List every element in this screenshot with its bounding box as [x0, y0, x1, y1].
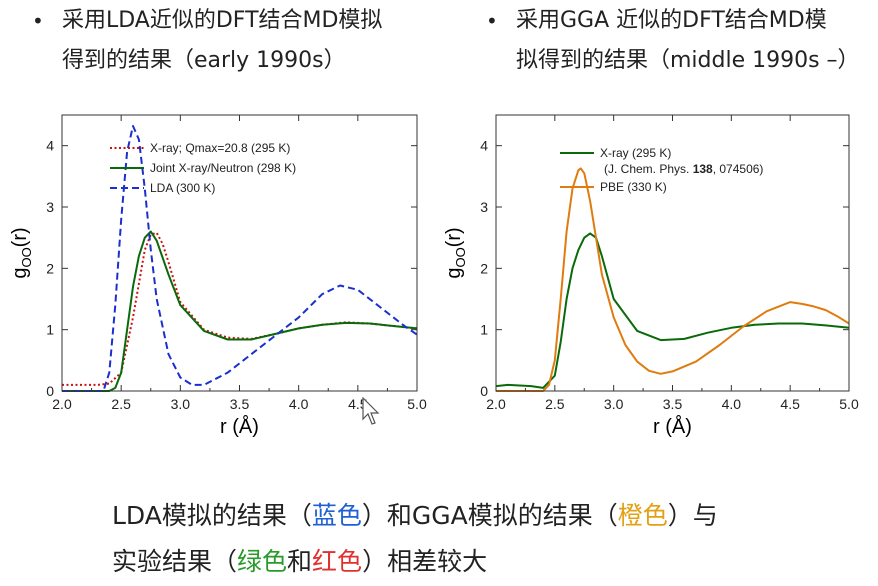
y-tick-label: 1 [480, 322, 488, 338]
y-axis-label-sub: OO [19, 247, 34, 267]
chart-panel-lda: 2.0 2.5 3.0 3.5 4.0 4.5 5.0 0 1 2 3 4 X-ray; Qmax=2… [0, 100, 430, 460]
series-line-0 [62, 231, 418, 386]
legend-note-prefix: (J. Chem. Phys. [604, 162, 693, 176]
bullet-right-line1: 采用GGA 近似的DFT结合MD模 [516, 8, 827, 33]
x-axis-label: r (Å) [220, 415, 259, 438]
plot-frame [495, 114, 850, 392]
caption-red-word: 红色 [312, 547, 363, 576]
legend-label-1: Joint X-ray/Neutron (298 K) [150, 161, 296, 175]
legend-label-0: X-ray (295 K) [600, 146, 671, 160]
x-axis-label: r (Å) [653, 415, 692, 438]
bullet-dot: • [486, 9, 498, 33]
y-axis-label-tail: (r) [443, 227, 465, 247]
caption-blue-word: 蓝色 [311, 501, 362, 530]
x-tick-label: 3.5 [663, 396, 683, 412]
x-tick-label: 3.5 [230, 396, 250, 412]
x-tick-label: 2.5 [545, 396, 565, 412]
y-tick-label: 3 [46, 199, 54, 215]
caption-text: LDA模拟的结果（ [112, 501, 312, 530]
x-tick-label: 2.0 [52, 396, 72, 412]
x-tick-label: 3.0 [604, 396, 624, 412]
x-tick-label: 4.0 [722, 396, 742, 412]
y-tick-label: 2 [46, 260, 54, 276]
bullet-left-line2: 得到的结果（early 1990s） [62, 48, 346, 73]
caption-line-2: 实验结果（绿色和红色）相差较大 [112, 542, 487, 582]
legend-note: (J. Chem. Phys. 138, 074506) [604, 162, 763, 176]
caption-text: ）相差较大 [362, 547, 488, 576]
legend-label-2: LDA (300 K) [150, 181, 215, 195]
bullet-left: • 采用LDA近似的DFT结合MD模拟 得到的结果（early 1990s） [32, 1, 442, 81]
plot-frame [61, 114, 418, 392]
x-tick-label: 5.0 [839, 396, 859, 412]
y-axis-label-sub: OO [453, 247, 468, 267]
x-tick-label: 2.5 [111, 396, 131, 412]
x-tick-label: 5.0 [407, 396, 427, 412]
bullet-right-line2: 拟得到的结果（middle 1990s –） [516, 48, 860, 73]
legend-note-volume: 138 [693, 162, 713, 176]
caption-green-word: 绿色 [237, 547, 288, 576]
series-line-1 [62, 230, 418, 392]
caption-text: ）和GGA模拟的结果（ [361, 501, 618, 530]
y-axis-label-tail: (r) [9, 227, 31, 247]
x-tick-label: 2.0 [486, 396, 506, 412]
bullet-dot: • [32, 9, 44, 33]
y-tick-label: 0 [46, 383, 54, 399]
y-axis-label: gOO(r) [9, 227, 34, 278]
bullet-left-line1: 采用LDA近似的DFT结合MD模拟 [62, 8, 383, 33]
chart-panel-gga: 2.0 2.5 3.0 3.5 4.0 4.5 5.0 0 1 2 3 4 X-ray (295 K)… [440, 100, 870, 460]
y-axis-label-main: g [9, 268, 31, 279]
y-axis-label: gOO(r) [443, 227, 468, 278]
caption-orange-word: 橙色 [617, 501, 668, 530]
x-tick-label: 4.0 [289, 396, 309, 412]
series-line-2 [62, 125, 418, 392]
caption-text: 和 [287, 547, 313, 576]
y-tick-label: 2 [480, 260, 488, 276]
legend-note-suffix: , 074506) [713, 162, 764, 176]
y-tick-label: 0 [480, 383, 488, 399]
caption-line-1: LDA模拟的结果（蓝色）和GGA模拟的结果（橙色）与 [112, 496, 718, 536]
y-tick-label: 4 [46, 138, 54, 154]
mouse-cursor-icon [362, 396, 382, 431]
chart-gga: 2.0 2.5 3.0 3.5 4.0 4.5 5.0 0 1 2 3 4 X-ray (295 K)… [443, 114, 859, 438]
y-tick-label: 3 [480, 199, 488, 215]
caption-text: ）与 [667, 501, 718, 530]
legend-label-0: X-ray; Qmax=20.8 (295 K) [150, 141, 290, 155]
x-tick-label: 3.0 [171, 396, 191, 412]
series-line-1 [496, 167, 850, 392]
caption-text: 实验结果（ [112, 547, 238, 576]
y-tick-label: 1 [46, 322, 54, 338]
bullet-right: • 采用GGA 近似的DFT结合MD模 拟得到的结果（middle 1990s … [486, 1, 876, 81]
legend-label-1: PBE (330 K) [600, 180, 667, 194]
x-tick-label: 4.5 [780, 396, 800, 412]
y-tick-label: 4 [480, 138, 488, 154]
y-axis-label-main: g [443, 268, 465, 279]
series-line-0 [495, 232, 850, 389]
